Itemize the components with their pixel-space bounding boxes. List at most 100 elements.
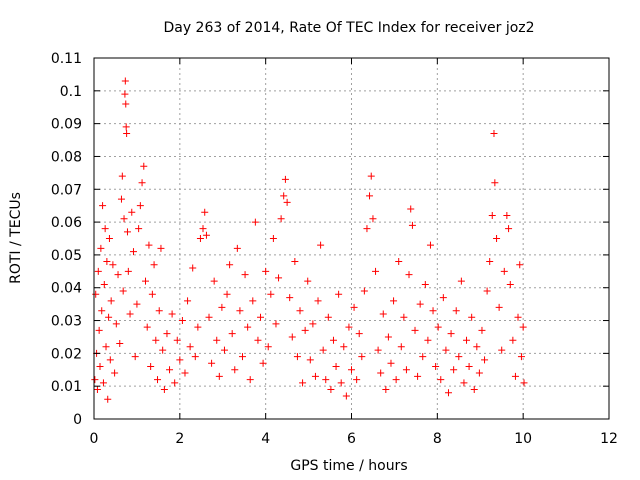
x-tick-label: 0 (90, 431, 99, 447)
data-point (337, 379, 345, 387)
data-point (91, 376, 99, 384)
y-axis-label: ROTI / TECUs (8, 192, 24, 284)
data-point (277, 215, 285, 223)
data-point (322, 376, 330, 384)
data-point (199, 225, 207, 233)
data-point (516, 261, 524, 269)
data-point (363, 225, 371, 233)
data-point (269, 235, 277, 242)
x-tick-label: 8 (433, 431, 442, 447)
data-point (106, 356, 114, 364)
y-tick-label: 0.09 (51, 117, 82, 133)
data-point (254, 336, 262, 344)
data-point (99, 379, 107, 387)
data-point (168, 310, 176, 318)
data-point (126, 310, 134, 318)
data-point (414, 372, 422, 380)
data-point (517, 353, 525, 361)
data-point (114, 271, 122, 279)
data-point (102, 343, 110, 351)
data-point (291, 257, 299, 265)
data-point (135, 225, 143, 233)
data-point (429, 307, 437, 315)
data-point (408, 221, 416, 229)
data-point (397, 343, 405, 351)
data-point (159, 346, 167, 354)
data-point (186, 343, 194, 351)
data-point (468, 313, 476, 321)
data-point (94, 267, 102, 275)
data-point (205, 313, 213, 321)
y-tick-label: 0.08 (51, 149, 82, 165)
data-point (345, 323, 353, 331)
data-point (481, 356, 489, 364)
data-point (332, 362, 340, 370)
data-point (101, 225, 109, 233)
data-point (419, 353, 427, 361)
data-point (246, 376, 254, 384)
data-point (116, 340, 124, 348)
y-tick-label: 0.05 (51, 248, 82, 264)
y-tick-label: 0.02 (51, 346, 82, 362)
data-point (189, 264, 197, 272)
data-point (314, 297, 322, 305)
data-point (275, 274, 283, 282)
y-tick-label: 0.07 (51, 182, 82, 198)
data-point (138, 179, 146, 187)
data-point (306, 356, 314, 364)
data-point (96, 362, 104, 370)
data-point (283, 198, 291, 206)
data-point (241, 271, 249, 279)
data-point (105, 313, 113, 321)
data-point (111, 369, 119, 377)
data-point (473, 343, 481, 351)
data-point (444, 389, 452, 397)
data-point (421, 280, 429, 288)
data-point (293, 353, 301, 361)
data-point (223, 290, 231, 298)
data-point (163, 330, 171, 338)
data-point (97, 244, 105, 252)
data-point (281, 175, 289, 183)
chart-title: Day 263 of 2014, Rate Of TEC Index for r… (163, 20, 534, 36)
data-point (503, 212, 511, 220)
data-point (434, 323, 442, 331)
data-point (514, 313, 522, 321)
data-point (384, 333, 392, 341)
data-point (93, 385, 101, 393)
data-point (191, 353, 199, 361)
data-point (353, 376, 361, 384)
data-point (196, 235, 204, 242)
data-point (395, 257, 403, 265)
data-point (105, 235, 113, 242)
data-point (176, 356, 184, 364)
data-point (259, 359, 267, 367)
data-point (348, 366, 355, 374)
data-point (288, 333, 296, 341)
data-point (136, 202, 144, 210)
x-axis-label: GPS time / hours (290, 458, 407, 474)
data-point (520, 379, 528, 387)
data-point (460, 379, 468, 387)
data-point (119, 287, 127, 295)
data-point (118, 172, 126, 180)
data-point (201, 208, 209, 216)
data-point (335, 290, 343, 298)
data-point (98, 307, 106, 315)
data-point (319, 346, 327, 354)
data-point (495, 303, 503, 311)
data-point (107, 297, 115, 305)
data-point (155, 307, 163, 315)
x-tick-label: 12 (600, 431, 618, 447)
data-point (509, 336, 517, 344)
data-point (390, 297, 398, 305)
data-point (405, 271, 413, 279)
data-points (91, 77, 528, 403)
data-point (152, 336, 160, 344)
data-point (432, 362, 440, 370)
data-point (372, 267, 380, 275)
data-point (251, 218, 259, 226)
data-point (505, 225, 513, 233)
data-point (424, 336, 432, 344)
data-point (324, 313, 332, 321)
